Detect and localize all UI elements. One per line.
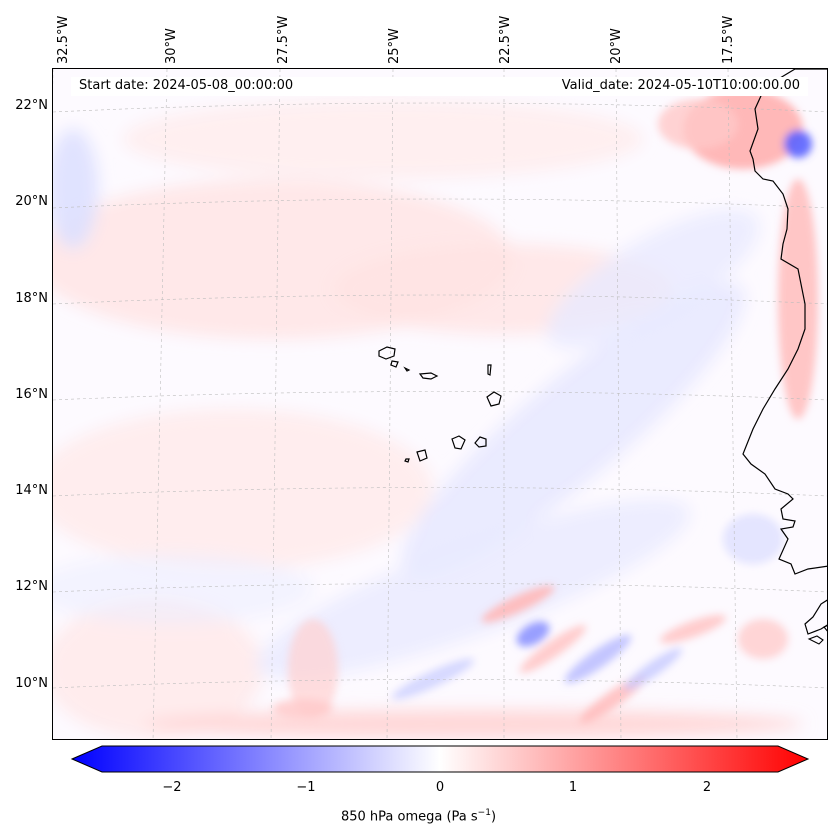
lon-label-20w: 20°W — [609, 28, 624, 64]
lat-label-16n: 16°N — [15, 387, 48, 402]
header-bar — [71, 77, 808, 96]
omega-shading-cores — [273, 89, 818, 723]
lat-label-20n: 20°N — [15, 194, 48, 209]
lon-label-17-5w: 17.5°W — [721, 15, 736, 64]
lon-label-27-5w: 27.5°W — [276, 15, 291, 64]
lat-label-10n: 10°N — [15, 676, 48, 691]
cape-verde-islands — [378, 346, 502, 463]
valid-date-label: Valid_date: 2024-05-10T10:00:00.00 — [561, 78, 800, 93]
lon-label-22-5w: 22.5°W — [498, 15, 513, 64]
lon-label-30w: 30°W — [164, 28, 179, 64]
colorbar-label-exponent: −1 — [477, 808, 491, 818]
colorbar-tick-neg1: −1 — [296, 780, 316, 795]
omega-field — [53, 69, 827, 739]
graticule — [53, 69, 827, 739]
colorbar-label-close: ) — [490, 809, 497, 825]
bissagos-islands — [807, 625, 827, 645]
colorbar-ramp — [70, 745, 810, 773]
lon-label-25w: 25°W — [387, 28, 402, 64]
colorbar-tick-0: 0 — [435, 780, 445, 795]
omega-shading-broad — [53, 99, 803, 739]
lat-label-18n: 18°N — [15, 291, 48, 306]
colorbar-tick-neg2: −2 — [162, 780, 182, 795]
colorbar-tick-2: 2 — [702, 780, 712, 795]
map-panel[interactable] — [52, 68, 828, 740]
lon-label-32-5w: 32.5°W — [56, 15, 71, 64]
africa-coastline — [742, 69, 827, 575]
colorbar-label-text: 850 hPa omega (Pa s — [340, 809, 478, 825]
bissagos-coast — [804, 599, 827, 635]
lat-label-22n: 22°N — [15, 98, 48, 113]
lat-label-12n: 12°N — [15, 579, 48, 594]
colorbar-label: 850 hPa omega (Pa s−1) — [0, 808, 837, 824]
start-date-label: Start date: 2024-05-08_00:00:00 — [79, 78, 294, 93]
colorbar-tick-1: 1 — [568, 780, 578, 795]
lat-label-14n: 14°N — [15, 483, 48, 498]
